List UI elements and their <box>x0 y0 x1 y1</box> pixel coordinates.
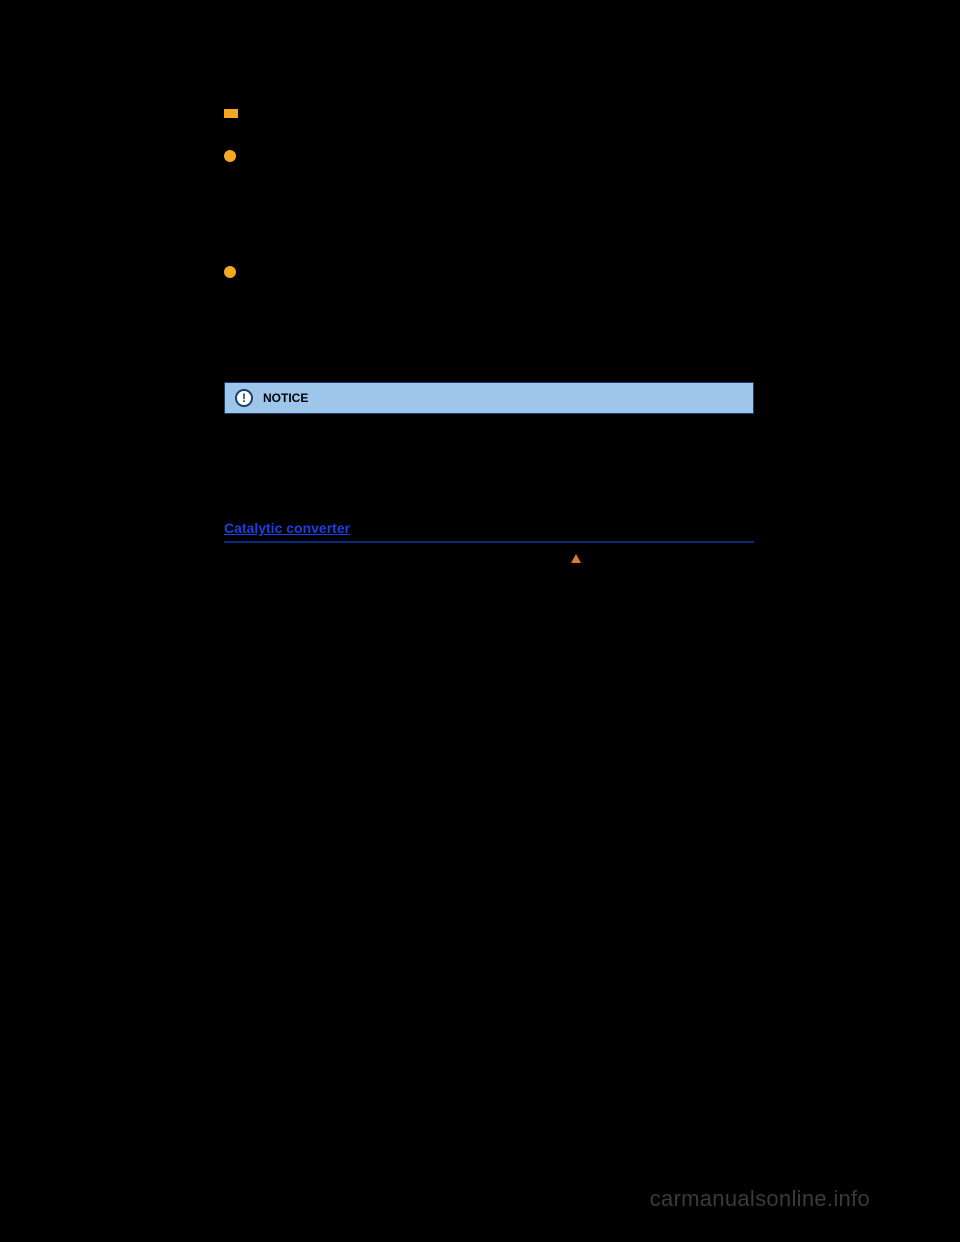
text: in WARNINGS for this section. <box>587 553 736 568</box>
content-column: If the level is low, add oil as necessar… <box>224 108 754 613</box>
text: ⇒ Read and follow the introductory infor… <box>224 553 565 568</box>
notice-label: NOTICE <box>263 391 308 405</box>
led-icon <box>224 266 236 278</box>
bullet-icon <box>224 109 238 118</box>
paragraph: If the warning light starts flashing aga… <box>256 266 754 370</box>
watermark-text: carmanualsonline.info <box>650 1186 870 1212</box>
section-heading-row: Catalytic converter <box>224 520 754 543</box>
notice-banner: ! NOTICE <box>224 382 754 414</box>
warning-triangle-icon <box>571 554 581 563</box>
led-icon <box>224 150 236 162</box>
page-root: If the level is low, add oil as necessar… <box>0 0 960 1242</box>
section-p1: ⇒ Read and follow the introductory infor… <box>224 553 754 568</box>
section-title-link[interactable]: Catalytic converter <box>224 520 350 536</box>
text: Adding engine oil ⇒ Adding engine oil . <box>256 124 446 136</box>
paragraph: If the level is low, add oil as necessar… <box>256 108 754 138</box>
text: may be off and the may come on. If you <box>353 166 549 178</box>
text: then add 0.5 quarts/liters of oil and ch… <box>256 166 749 252</box>
bullet-2: If the oil level is at or slightly above… <box>224 150 754 254</box>
section-p2: Unleaded fuels are specially formulated … <box>224 576 754 606</box>
notice-icon: ! <box>235 389 253 407</box>
paragraph: If the oil level is at or slightly above… <box>256 150 754 254</box>
bullet-3: If the warning light starts flashing aga… <box>224 266 754 370</box>
bullet-1: If the level is low, add oil as necessar… <box>224 108 754 138</box>
text: If the level is low, add oil as necessar… <box>256 109 467 121</box>
notice-body: When adding oil, do not let oil drip ont… <box>224 424 754 498</box>
